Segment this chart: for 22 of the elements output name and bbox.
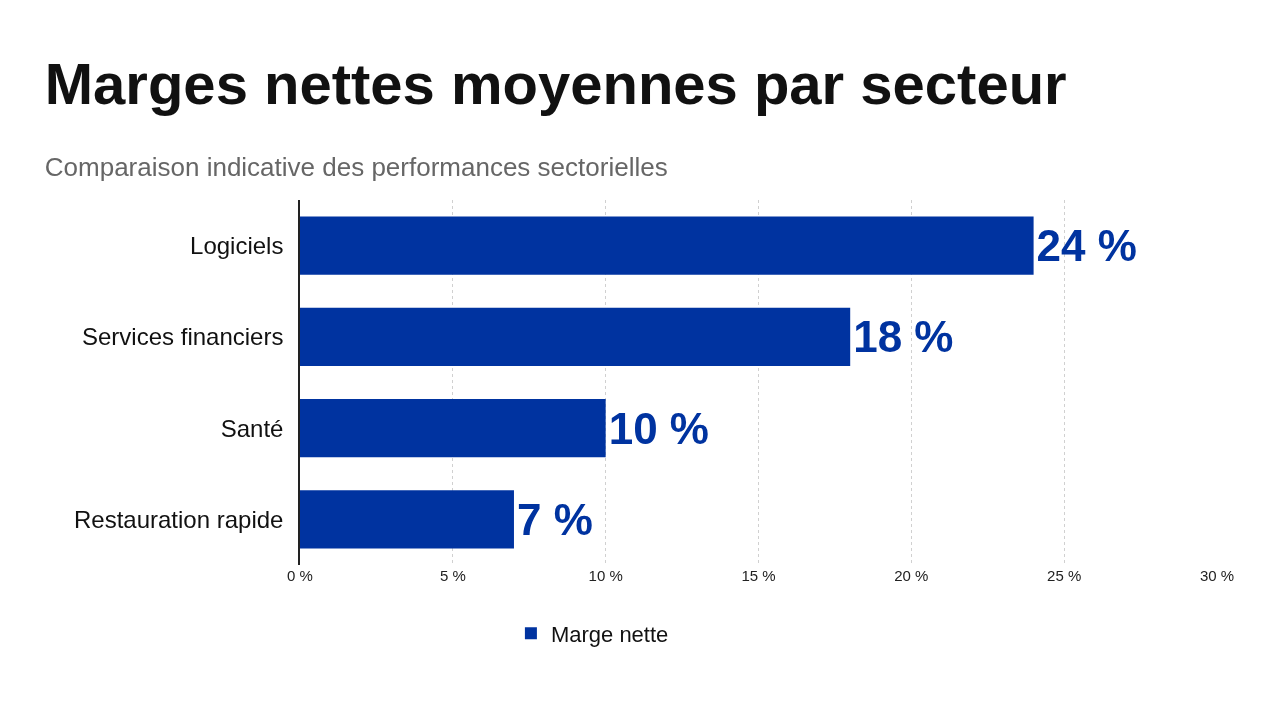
- y-tick-label: Services financiers: [82, 323, 284, 351]
- bar: [300, 398, 606, 458]
- legend-label: Marge nette: [550, 621, 669, 647]
- bar: [300, 216, 1034, 275]
- y-tick-label: Logiciels: [190, 232, 284, 260]
- x-tick-label: 0 %: [287, 567, 313, 584]
- x-tick-label: 15 %: [741, 567, 776, 584]
- y-tick-label: Santé: [220, 414, 284, 442]
- x-tick-label: 20 %: [894, 567, 929, 584]
- x-tick-label: 25 %: [1047, 567, 1082, 584]
- x-tick-label: 5 %: [439, 567, 466, 584]
- data-label: 24 %: [1036, 221, 1137, 271]
- x-tick-label: 30 %: [1199, 567, 1235, 584]
- y-tick-label: Restauration rapide: [73, 505, 284, 533]
- x-tick-label: 10 %: [588, 567, 623, 584]
- data-label: 10 %: [608, 403, 709, 453]
- chart-title: Marges nettes moyennes par secteur: [44, 50, 1067, 116]
- bar: [300, 490, 514, 549]
- data-label: 7 %: [516, 494, 593, 544]
- data-label: 18 %: [853, 312, 954, 362]
- bar: [300, 307, 851, 367]
- chart-subtitle: Comparaison indicative des performances sectorielles: [44, 151, 668, 182]
